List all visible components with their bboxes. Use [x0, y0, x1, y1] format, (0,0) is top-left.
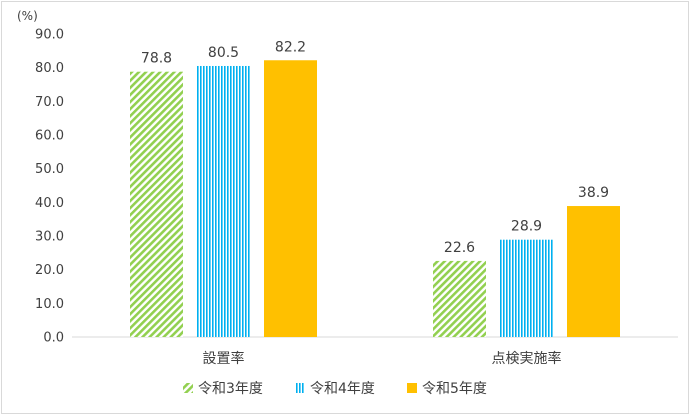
bar [500, 239, 553, 337]
legend-label: 令和4年度 [310, 381, 375, 397]
y-tick-label: 20.0 [35, 263, 64, 278]
y-tick-label: 10.0 [35, 297, 64, 312]
bar [130, 71, 183, 337]
y-tick-label: 40.0 [35, 196, 64, 211]
bar-chart: (%) 0.0 10.0 20.0 30.0 40.0 50.0 60.0 70.0 80.0 9… [17, 9, 678, 397]
bar [197, 65, 250, 337]
legend-item: 令和4年度 [295, 381, 375, 397]
y-tick-label: 90.0 [35, 28, 64, 43]
x-category-label: 設置率 [203, 350, 245, 367]
legend-label: 令和3年度 [198, 381, 263, 397]
y-tick-label: 0.0 [43, 331, 64, 346]
y-axis: 0.0 10.0 20.0 30.0 40.0 50.0 60.0 70.0 80.0 90.0 [35, 28, 64, 346]
data-labels: 78.8 80.5 82.2 22.6 28.9 38.9 [141, 39, 609, 256]
legend-swatch [183, 383, 193, 393]
legend: 令和3年度 令和4年度 令和5年度 [183, 381, 487, 397]
data-label: 80.5 [208, 45, 239, 61]
x-category-label: 点検実施率 [492, 350, 562, 367]
data-label: 78.8 [141, 51, 172, 67]
legend-swatch [407, 383, 417, 393]
y-tick-label: 60.0 [35, 129, 64, 144]
legend-item: 令和5年度 [407, 381, 487, 397]
y-tick-label: 70.0 [35, 95, 64, 110]
legend-swatch [295, 383, 305, 393]
bars [130, 60, 620, 337]
y-tick-label: 30.0 [35, 230, 64, 245]
bar [567, 206, 620, 337]
legend-label: 令和5年度 [422, 381, 487, 397]
x-axis: 設置率 点検実施率 [203, 350, 562, 367]
data-label: 38.9 [578, 185, 609, 201]
y-tick-label: 80.0 [35, 61, 64, 76]
bar [433, 260, 486, 337]
data-label: 28.9 [511, 219, 542, 235]
y-tick-label: 50.0 [35, 162, 64, 177]
bar [264, 60, 317, 337]
legend-item: 令和3年度 [183, 381, 263, 397]
y-axis-unit-label: (%) [17, 9, 38, 23]
data-label: 22.6 [444, 240, 475, 256]
data-label: 82.2 [275, 39, 306, 55]
